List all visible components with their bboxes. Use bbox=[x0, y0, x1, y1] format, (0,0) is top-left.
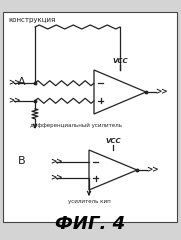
Text: дифференциальный усилитель: дифференциальный усилитель bbox=[30, 123, 122, 128]
Text: VCC: VCC bbox=[112, 58, 128, 64]
Text: >>: >> bbox=[8, 79, 20, 88]
Text: усилитель кип: усилитель кип bbox=[68, 199, 111, 204]
Text: >>: >> bbox=[50, 174, 62, 182]
Text: ФИГ. 4: ФИГ. 4 bbox=[55, 215, 125, 233]
Text: >>: >> bbox=[50, 157, 62, 167]
Text: >>: >> bbox=[146, 166, 159, 174]
Text: A: A bbox=[18, 77, 26, 87]
Text: >>: >> bbox=[155, 88, 167, 96]
Text: >>: >> bbox=[8, 96, 20, 105]
FancyBboxPatch shape bbox=[3, 12, 177, 222]
Text: конструкция: конструкция bbox=[8, 17, 55, 23]
Text: B: B bbox=[18, 156, 26, 166]
Text: VCC: VCC bbox=[105, 138, 121, 144]
